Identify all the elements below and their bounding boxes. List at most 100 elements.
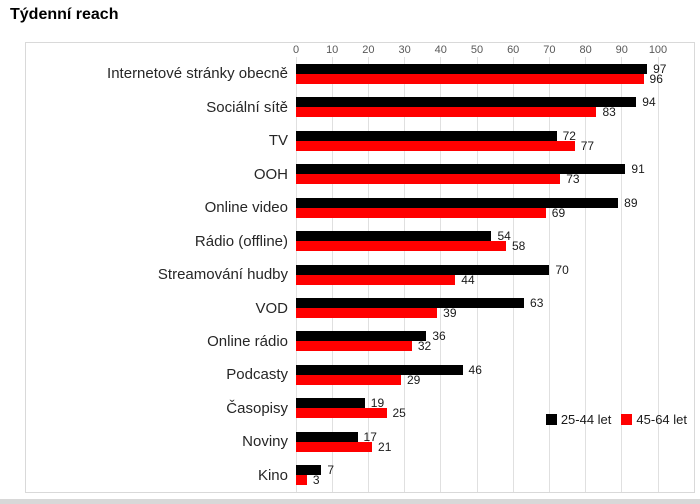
value-label: 58: [511, 239, 526, 254]
category-label: Online video: [204, 199, 288, 217]
category-label: Podcasty: [226, 366, 288, 384]
value-label: 94: [642, 95, 656, 110]
legend-item-45-64-let: 45-64 let: [621, 412, 687, 427]
x-axis-tick-label: 0: [292, 44, 300, 56]
bar-track: 91 73: [296, 157, 694, 190]
legend-item-25-44-let: 25-44 let: [545, 412, 612, 427]
value-label: 32: [417, 339, 432, 354]
legend-label: 25-44 let: [560, 412, 612, 427]
bar-track: 46 29: [296, 358, 694, 391]
category-label: Online rádio: [207, 332, 288, 350]
value-label: 44: [461, 272, 475, 287]
bar-series-1-45-64-let: [296, 374, 401, 385]
value-label: 97: [653, 61, 667, 76]
value-label: 3: [312, 473, 320, 488]
value-label: 89: [624, 195, 638, 210]
bar-series-1-45-64-let: [296, 341, 412, 352]
value-label: 83: [602, 105, 616, 120]
bar-series-0-25-44-let: [296, 63, 648, 74]
value-label: 54: [497, 229, 511, 244]
legend: 25-44 let 45-64 let: [545, 412, 687, 427]
bar-series-0-25-44-let: [296, 331, 427, 342]
chart-row: Streamování hudby 70 44: [26, 258, 694, 291]
chart-row: TV 72 77: [26, 124, 694, 157]
category-label: Streamování hudby: [157, 266, 288, 284]
bar-track: 72 77: [296, 124, 694, 157]
bar-series-1-45-64-let: [296, 73, 644, 84]
chart-row: Online video 89 69: [26, 191, 694, 224]
chart-rows: Internetové stránky obecně 97 96 Sociální s…: [26, 57, 694, 492]
value-label: 46: [468, 362, 482, 377]
category-label: Časopisy: [226, 399, 288, 417]
bar-series-1-45-64-let: [296, 140, 575, 151]
gridline: [621, 57, 623, 492]
gridline: [657, 57, 659, 492]
value-label: 25: [392, 406, 406, 421]
value-label: 69: [551, 205, 566, 220]
gridline: [548, 57, 550, 492]
bar-series-0-25-44-let: [296, 97, 637, 108]
x-axis-tick-label: 20: [362, 44, 375, 56]
value-label: 70: [555, 262, 569, 277]
value-label: 39: [443, 306, 457, 321]
value-label: 19: [370, 396, 385, 411]
chart-row: Noviny 17 21: [26, 425, 694, 458]
bar-series-0-25-44-let: [296, 130, 557, 141]
category-label: OOH: [253, 165, 288, 183]
bar-series-1-45-64-let: [296, 207, 546, 218]
bar-series-1-45-64-let: [296, 408, 387, 419]
x-axis-tick-label: 10: [326, 44, 339, 56]
chart-row: Online rádio 36 32: [26, 325, 694, 358]
chart-row: Podcasty 46 29: [26, 358, 694, 391]
x-axis-tick-label: 100: [648, 44, 668, 56]
value-label: 29: [406, 372, 421, 387]
bar-series-1-45-64-let: [296, 274, 456, 285]
bar-track: 19 25: [296, 392, 694, 425]
window-bottom-edge: [0, 499, 700, 504]
bar-track: 97 96: [296, 57, 694, 90]
gridline: [585, 57, 587, 492]
bar-series-0-25-44-let: [296, 197, 619, 208]
bar-track: 54 58: [296, 224, 694, 257]
x-axis-tick-label: 70: [543, 44, 556, 56]
x-axis-tick-label: 40: [434, 44, 447, 56]
x-axis-tick-labels: 0 10 20 30 40 50 60 70 80 90 100: [293, 44, 667, 57]
chart-row: Kino 7 3: [26, 459, 694, 492]
chart-row: VOD 63 39: [26, 291, 694, 324]
category-label: Sociální sítě: [206, 98, 288, 116]
bar-series-1-45-64-let: [296, 241, 506, 252]
bar-series-1-45-64-let: [296, 174, 561, 185]
bar-series-0-25-44-let: [296, 264, 550, 275]
bar-series-1-45-64-let: [296, 441, 373, 452]
bar-series-0-25-44-let: [296, 164, 626, 175]
category-label: Noviny: [242, 433, 288, 451]
legend-swatch-icon: [545, 414, 557, 425]
value-label: 21: [378, 439, 392, 454]
chart-title: Týdenní reach: [10, 6, 119, 23]
bar-track: 36 32: [296, 325, 694, 358]
chart-row: Časopisy 19 25: [26, 392, 694, 425]
category-label: Kino: [257, 466, 288, 484]
bar-series-1-45-64-let: [296, 475, 307, 486]
value-label: 7: [327, 463, 335, 478]
bar-track: 89 69: [296, 191, 694, 224]
category-label: TV: [268, 132, 288, 150]
value-label: 72: [562, 128, 576, 143]
chart-plot-area: 0 10 20 30 40 50 60 70 80 90 100 Internetové strán…: [25, 42, 695, 493]
value-label: 36: [432, 329, 446, 344]
value-label: 96: [649, 71, 663, 86]
category-label: Internetové stránky obecně: [107, 65, 288, 83]
category-label: VOD: [255, 299, 288, 317]
x-axis-tick-label: 30: [398, 44, 411, 56]
bar-series-0-25-44-let: [296, 298, 525, 309]
x-axis-tick-label: 50: [470, 44, 484, 56]
chart-row: Sociální sítě 94 83: [26, 90, 694, 123]
bar-series-0-25-44-let: [296, 231, 492, 242]
bar-series-0-25-44-let: [296, 431, 358, 442]
value-label: 17: [363, 429, 377, 444]
x-axis-tick-label: 80: [579, 44, 592, 56]
bar-track: 63 39: [296, 291, 694, 324]
bar-track: 94 83: [296, 90, 694, 123]
value-label: 63: [530, 296, 544, 311]
